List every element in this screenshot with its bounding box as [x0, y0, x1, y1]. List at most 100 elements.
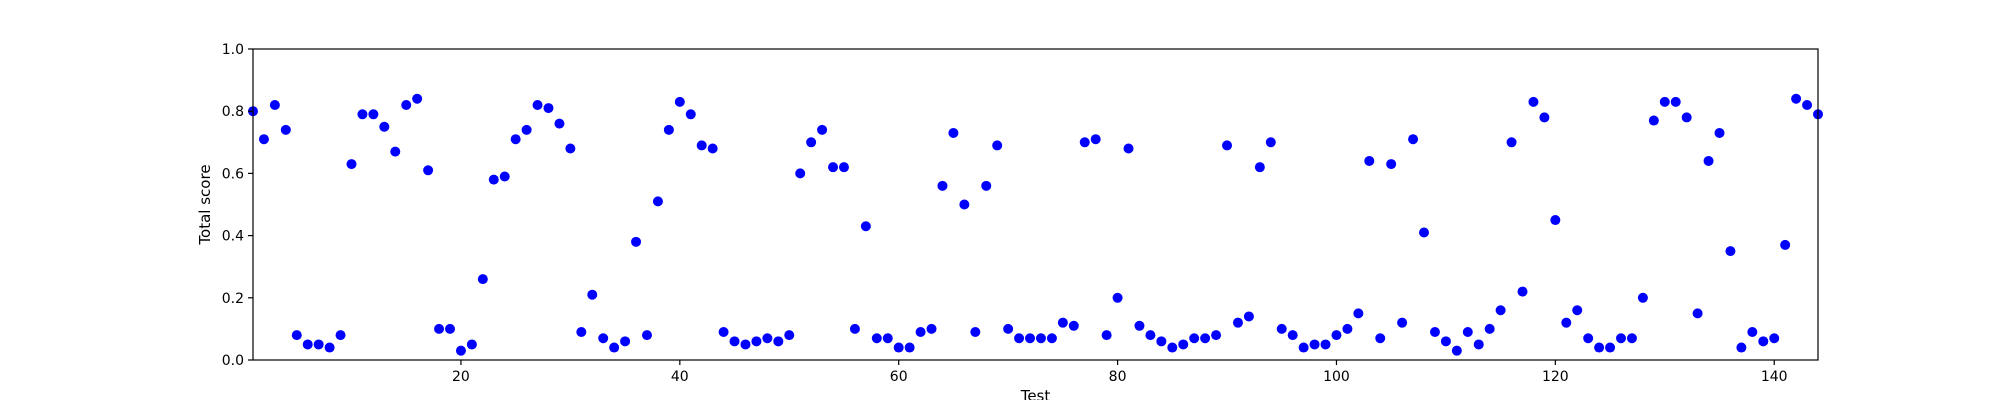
data-point	[882, 333, 893, 344]
data-point	[696, 140, 707, 151]
data-point	[455, 345, 466, 356]
data-point	[1287, 330, 1298, 341]
x-axis-label: Test	[1020, 387, 1051, 400]
data-point	[1736, 342, 1747, 353]
data-point	[609, 342, 620, 353]
data-point	[948, 127, 959, 138]
data-point	[652, 196, 663, 207]
data-point	[1331, 330, 1342, 341]
data-point	[488, 174, 499, 185]
data-point	[1780, 239, 1791, 250]
data-point	[685, 109, 696, 120]
data-point	[1462, 327, 1473, 338]
data-point	[1145, 330, 1156, 341]
data-point	[1243, 311, 1254, 322]
data-point	[1397, 317, 1408, 328]
data-point	[1014, 333, 1025, 344]
data-point	[1495, 305, 1506, 316]
data-point	[1429, 327, 1440, 338]
data-point	[1506, 137, 1517, 148]
data-point	[1134, 320, 1145, 331]
data-point	[992, 140, 1003, 151]
data-point	[1539, 112, 1550, 123]
data-point	[762, 333, 773, 344]
data-point	[751, 336, 762, 347]
data-point	[1769, 333, 1780, 344]
data-point	[269, 99, 280, 110]
data-point	[401, 99, 412, 110]
data-point	[466, 339, 477, 350]
data-point	[1079, 137, 1090, 148]
data-point	[1298, 342, 1309, 353]
data-point	[423, 165, 434, 176]
data-point	[390, 146, 401, 157]
data-point	[510, 134, 521, 145]
data-point	[444, 323, 455, 334]
data-point	[1659, 96, 1670, 107]
x-axis-ticks: 20 40 60 80 100 120 140	[452, 360, 1788, 385]
x-tick-label: 140	[1761, 369, 1788, 385]
x-tick-label: 100	[1323, 369, 1350, 385]
data-point	[1090, 134, 1101, 145]
data-point	[1112, 292, 1123, 303]
data-point	[1725, 246, 1736, 257]
data-point	[1211, 330, 1222, 341]
data-point	[1681, 112, 1692, 123]
data-point	[412, 93, 423, 104]
data-point	[893, 342, 904, 353]
data-point	[1561, 317, 1572, 328]
data-point	[357, 109, 368, 120]
data-point	[1572, 305, 1583, 316]
data-point	[718, 327, 729, 338]
data-point	[806, 137, 817, 148]
data-point	[1178, 339, 1189, 350]
data-point	[915, 327, 926, 338]
data-point	[543, 103, 554, 114]
data-point	[313, 339, 324, 350]
y-tick-label: 0.2	[222, 291, 244, 307]
y-tick-label: 0.8	[222, 104, 244, 120]
data-point	[1068, 320, 1079, 331]
data-point	[1025, 333, 1036, 344]
x-tick-label: 120	[1542, 369, 1569, 385]
x-tick-label: 20	[452, 369, 470, 385]
data-point	[1714, 127, 1725, 138]
data-point	[1057, 317, 1068, 328]
data-points	[248, 93, 1823, 356]
data-point	[1747, 327, 1758, 338]
y-axis-ticks: 0.0 0.2 0.4 0.6 0.8 1.0	[222, 42, 253, 369]
data-point	[1320, 339, 1331, 350]
data-point	[258, 134, 269, 145]
data-point	[477, 274, 488, 285]
data-point	[1046, 333, 1057, 344]
data-point	[1265, 137, 1276, 148]
data-point	[368, 109, 379, 120]
data-point	[1583, 333, 1594, 344]
data-point	[981, 180, 992, 191]
data-point	[565, 143, 576, 154]
data-point	[1364, 155, 1375, 166]
data-point	[970, 327, 981, 338]
data-point	[1648, 115, 1659, 126]
data-point	[1353, 308, 1364, 319]
data-point	[838, 162, 849, 173]
data-point	[532, 99, 543, 110]
data-point	[324, 342, 335, 353]
data-point	[1342, 323, 1353, 334]
data-point	[663, 124, 674, 135]
data-point	[828, 162, 839, 173]
data-point	[784, 330, 795, 341]
data-point	[1123, 143, 1134, 154]
data-point	[795, 168, 806, 179]
data-point	[1200, 333, 1211, 344]
y-axis-label: Total score	[196, 164, 214, 245]
data-point	[598, 333, 609, 344]
data-point	[1626, 333, 1637, 344]
data-point	[1517, 286, 1528, 297]
data-point	[1605, 342, 1616, 353]
data-point	[1167, 342, 1178, 353]
data-point	[379, 121, 390, 132]
data-point	[1189, 333, 1200, 344]
data-point	[1528, 96, 1539, 107]
